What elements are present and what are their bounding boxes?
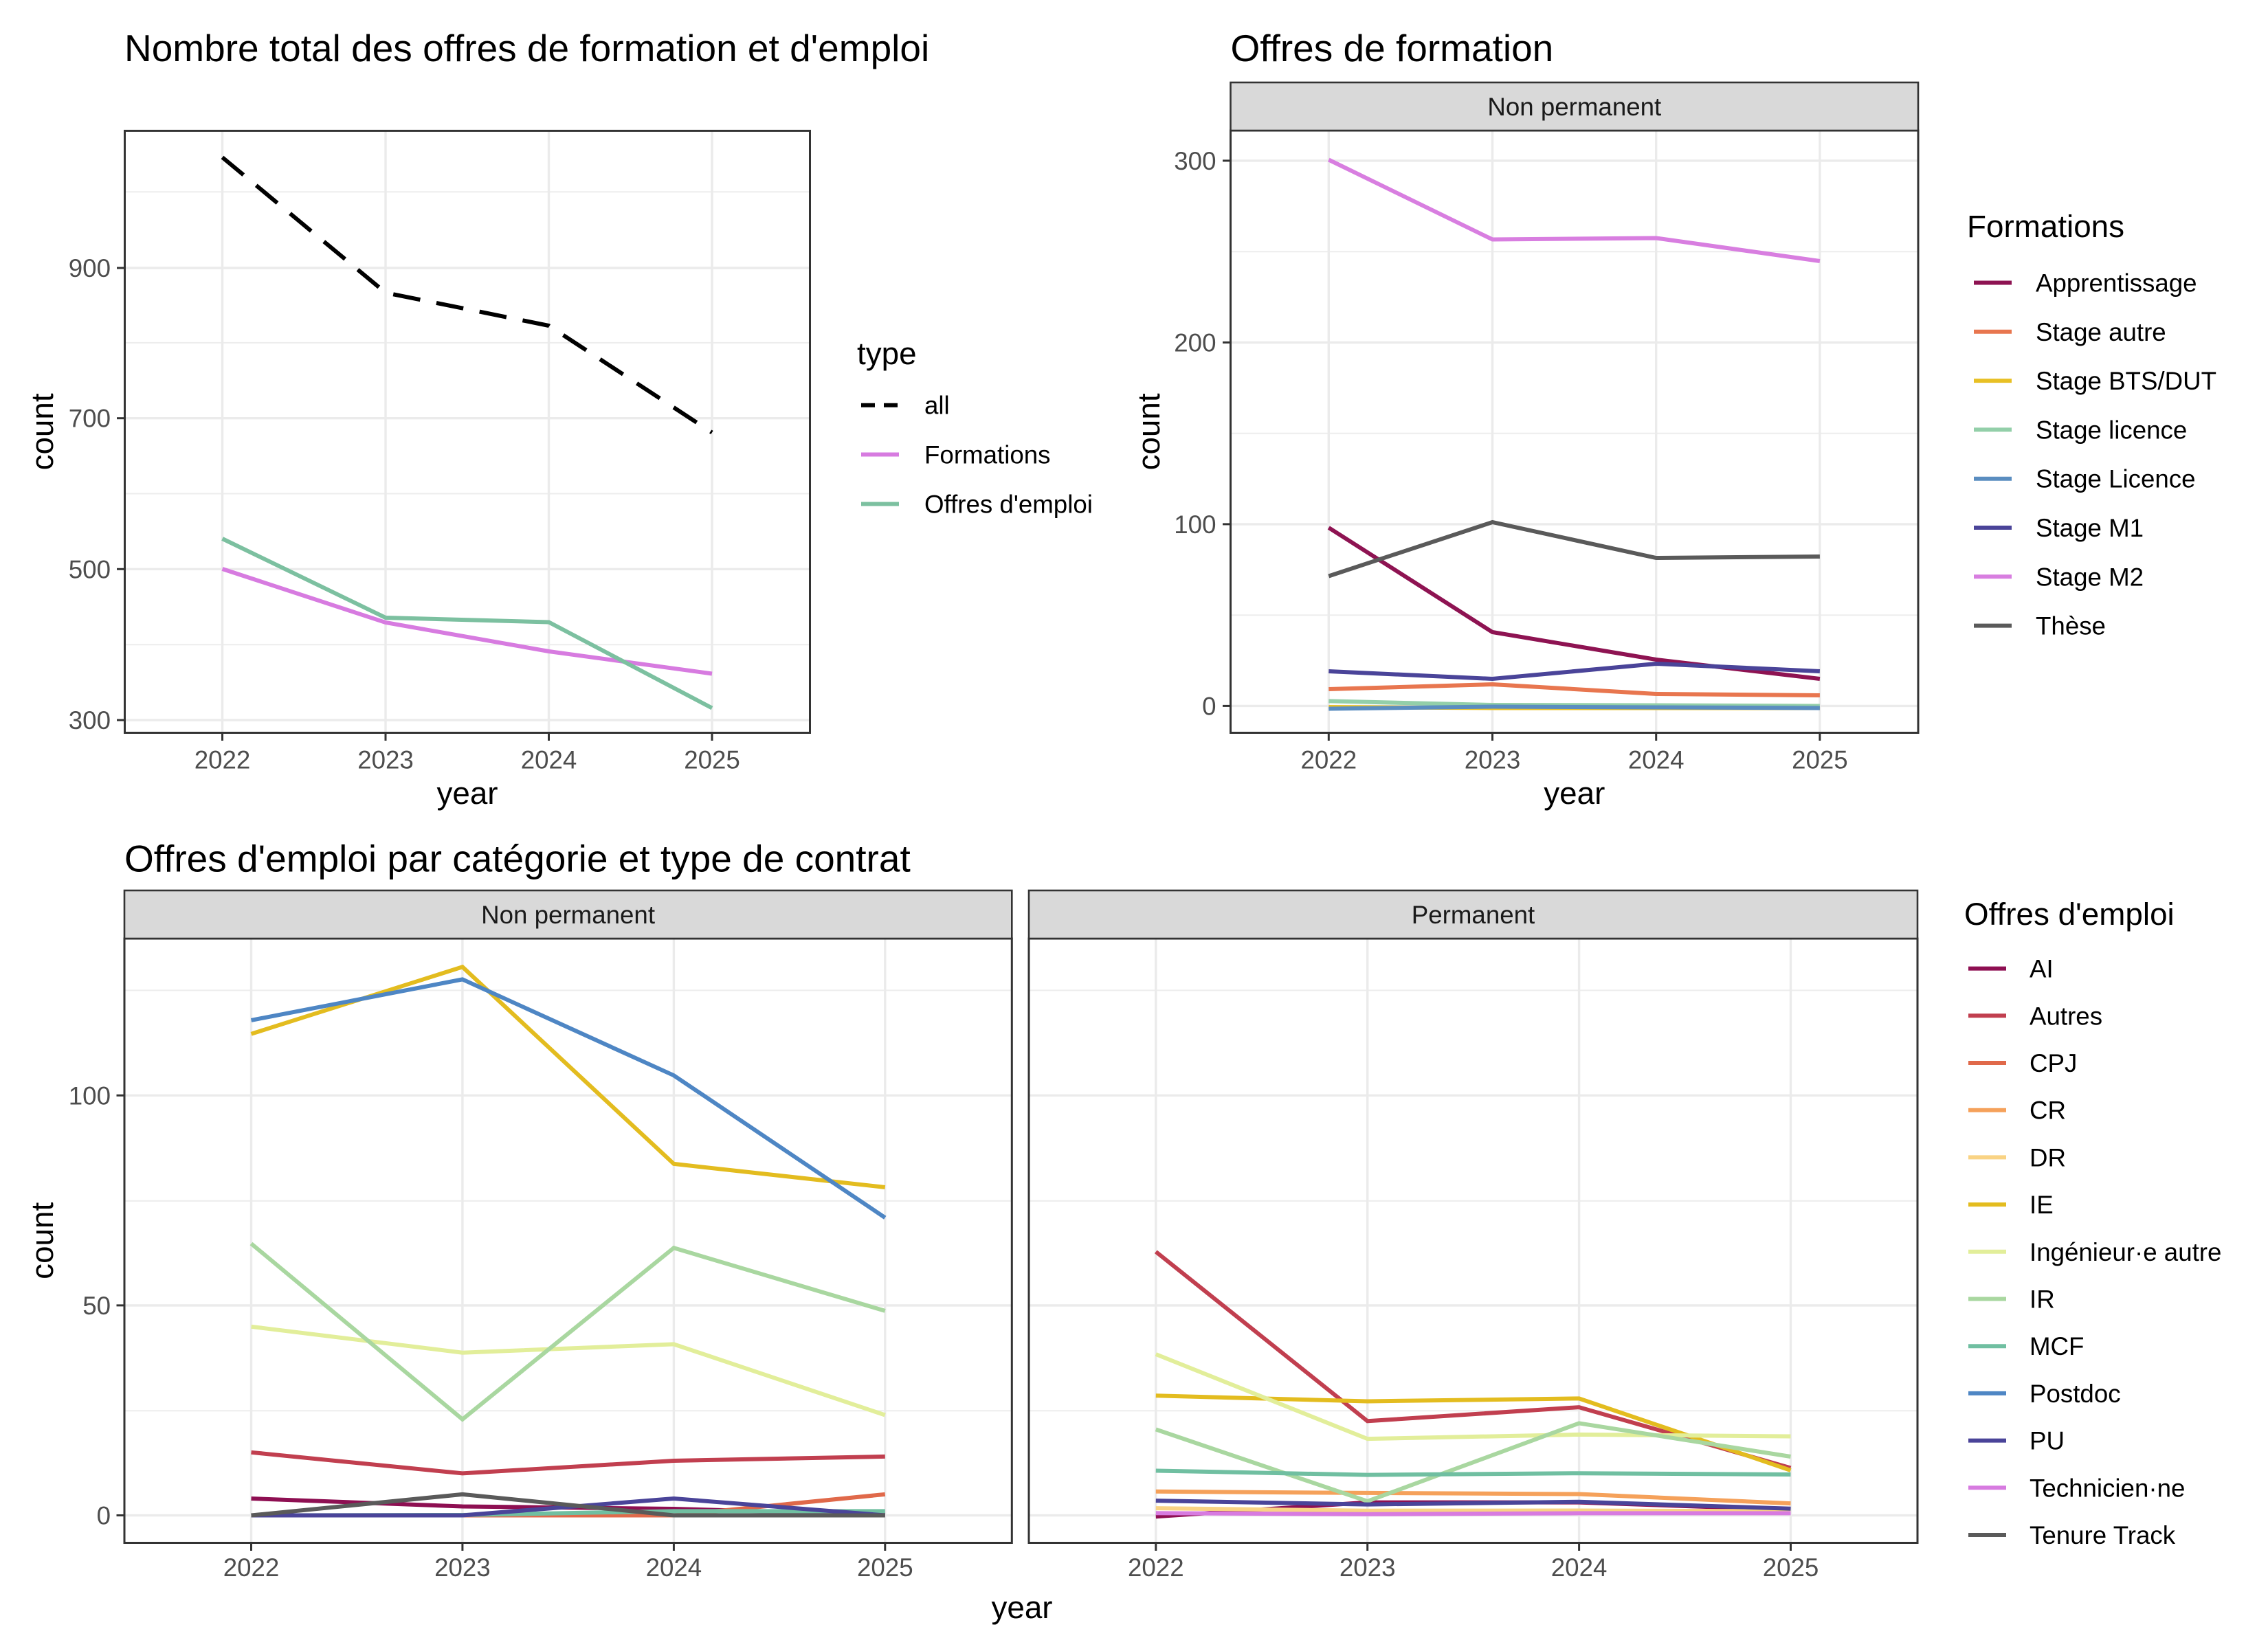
svg-text:50: 50 — [82, 1292, 111, 1320]
svg-text:all: all — [924, 392, 950, 420]
svg-text:Ingénieur·e autre: Ingénieur·e autre — [2030, 1238, 2221, 1266]
svg-text:IE: IE — [2030, 1191, 2054, 1219]
svg-text:Offres d'emploi: Offres d'emploi — [924, 491, 1093, 519]
svg-text:CR: CR — [2030, 1097, 2066, 1125]
svg-text:Offres d'emploi: Offres d'emploi — [1964, 897, 2175, 932]
svg-text:year: year — [1544, 776, 1605, 811]
svg-text:2025: 2025 — [857, 1553, 913, 1582]
svg-text:Permanent: Permanent — [1412, 901, 1535, 929]
svg-text:Stage BTS/DUT: Stage BTS/DUT — [2036, 367, 2216, 395]
svg-text:Stage M1: Stage M1 — [2036, 514, 2144, 542]
svg-text:count: count — [25, 393, 60, 470]
svg-text:CPJ: CPJ — [2030, 1049, 2077, 1077]
svg-text:2025: 2025 — [684, 746, 740, 774]
svg-text:year: year — [991, 1590, 1052, 1625]
svg-text:Offres d'emploi par catégorie: Offres d'emploi par catégorie et type de… — [124, 838, 911, 880]
svg-text:100: 100 — [69, 1081, 111, 1110]
svg-text:2022: 2022 — [1300, 746, 1357, 774]
svg-text:0: 0 — [1202, 692, 1216, 720]
svg-text:Technicien·ne: Technicien·ne — [2030, 1474, 2185, 1502]
svg-text:0: 0 — [97, 1502, 111, 1530]
svg-text:Apprentissage: Apprentissage — [2036, 269, 2197, 298]
svg-text:300: 300 — [1174, 147, 1216, 175]
svg-text:PU: PU — [2030, 1427, 2065, 1455]
svg-text:2025: 2025 — [1763, 1553, 1819, 1582]
svg-text:Stage M2: Stage M2 — [2036, 563, 2144, 591]
svg-text:2024: 2024 — [1628, 746, 1685, 774]
svg-text:MCF: MCF — [2030, 1332, 2084, 1360]
svg-text:2023: 2023 — [357, 746, 414, 774]
svg-text:Non permanent: Non permanent — [1487, 93, 1661, 121]
svg-text:200: 200 — [1174, 328, 1216, 357]
svg-text:AI: AI — [2030, 955, 2054, 983]
svg-text:Formations: Formations — [924, 441, 1051, 469]
svg-text:count: count — [25, 1202, 60, 1279]
svg-text:Stage autre: Stage autre — [2036, 318, 2166, 346]
svg-text:Offres de formation: Offres de formation — [1231, 27, 1554, 69]
svg-text:300: 300 — [69, 706, 111, 734]
svg-text:2024: 2024 — [646, 1553, 702, 1582]
svg-text:700: 700 — [69, 405, 111, 433]
svg-text:Formations: Formations — [1967, 209, 2124, 244]
svg-text:2025: 2025 — [1792, 746, 1848, 774]
svg-text:DR: DR — [2030, 1143, 2066, 1171]
svg-text:2024: 2024 — [521, 746, 577, 774]
svg-text:900: 900 — [69, 254, 111, 282]
svg-text:type: type — [857, 336, 917, 371]
svg-text:count: count — [1131, 393, 1166, 470]
svg-text:Nombre total des offres de for: Nombre total des offres de formation et … — [124, 27, 929, 69]
svg-text:100: 100 — [1174, 511, 1216, 539]
svg-text:Postdoc: Postdoc — [2030, 1380, 2121, 1408]
svg-text:Autres: Autres — [2030, 1002, 2102, 1030]
svg-text:2023: 2023 — [434, 1553, 491, 1582]
svg-text:year: year — [436, 776, 498, 811]
svg-text:2023: 2023 — [1339, 1553, 1396, 1582]
svg-text:2024: 2024 — [1551, 1553, 1608, 1582]
svg-text:Thèse: Thèse — [2036, 612, 2106, 640]
svg-text:2022: 2022 — [194, 746, 251, 774]
svg-text:Stage Licence: Stage Licence — [2036, 465, 2196, 493]
svg-text:500: 500 — [69, 555, 111, 583]
svg-text:IR: IR — [2030, 1286, 2055, 1314]
svg-text:2022: 2022 — [223, 1553, 280, 1582]
svg-text:2022: 2022 — [1128, 1553, 1184, 1582]
svg-text:Tenure Track: Tenure Track — [2030, 1521, 2176, 1549]
svg-text:Non permanent: Non permanent — [481, 901, 655, 929]
svg-text:Stage licence: Stage licence — [2036, 416, 2187, 444]
svg-text:2023: 2023 — [1465, 746, 1521, 774]
